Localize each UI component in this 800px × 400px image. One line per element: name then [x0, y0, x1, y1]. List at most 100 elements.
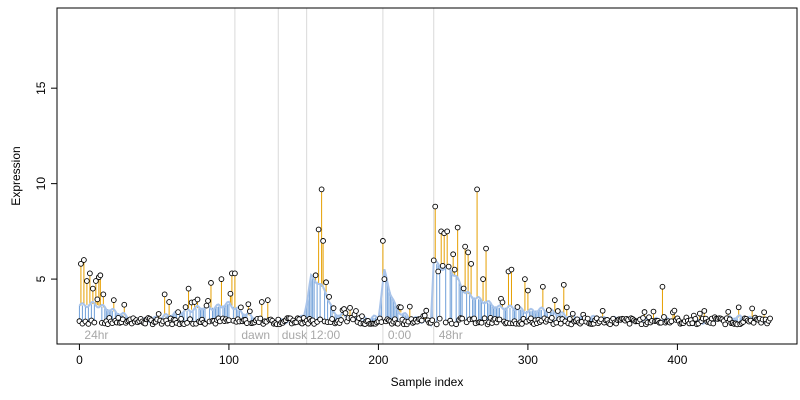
data-point [264, 297, 271, 303]
data-point [203, 302, 210, 309]
data-point [161, 291, 168, 298]
data-point [454, 224, 461, 231]
y-tick-label: 15 [34, 81, 48, 95]
data-point [326, 293, 332, 300]
data-point [499, 299, 506, 306]
data-point [641, 309, 648, 315]
data-point [205, 298, 211, 304]
data-point [710, 320, 717, 327]
data-point [661, 314, 667, 320]
data-point [483, 245, 489, 252]
data-point [480, 276, 486, 282]
data-point [320, 238, 326, 244]
data-point [545, 307, 552, 313]
data-point [640, 315, 646, 321]
deviation-bars [78, 189, 765, 325]
data-point [750, 319, 757, 326]
data-point [246, 308, 253, 315]
data-point [182, 304, 189, 310]
data-point [481, 315, 488, 322]
data-point [696, 310, 703, 317]
data-point [671, 307, 678, 314]
data-point [330, 305, 337, 312]
data-point [557, 320, 564, 327]
y-tick-label: 10 [34, 177, 48, 191]
data-point [97, 272, 104, 279]
y-axis-title: Expression [9, 146, 23, 205]
data-point [448, 320, 455, 327]
data-point [78, 260, 84, 267]
region-label-0: 24hr [84, 328, 108, 342]
data-point [166, 299, 172, 305]
data-point [202, 321, 208, 327]
data-point [397, 304, 404, 311]
data-point [93, 278, 99, 284]
data-point [439, 263, 446, 269]
data-point [471, 315, 477, 322]
data-point [429, 317, 436, 324]
data-point [338, 317, 344, 323]
data-point [187, 316, 193, 322]
data-point [450, 251, 457, 258]
data-point [423, 307, 430, 314]
x-tick-label: 200 [368, 353, 388, 367]
x-tick-label: 0 [76, 353, 83, 367]
x-axis: 0 100 200 300 400 [76, 343, 688, 367]
data-point [453, 321, 460, 328]
data-point [560, 281, 567, 288]
data-point [584, 315, 591, 322]
data-point [84, 278, 90, 284]
data-point [468, 260, 474, 267]
data-point [238, 304, 244, 311]
data-point [208, 280, 214, 286]
data-point [725, 308, 732, 315]
data-point [258, 299, 265, 305]
data-point [626, 320, 633, 327]
data-point [245, 301, 252, 308]
data-point [91, 319, 98, 326]
data-points [76, 186, 773, 328]
data-point [551, 297, 558, 303]
data-point [566, 316, 573, 322]
data-point [646, 314, 652, 321]
data-point [329, 316, 335, 322]
data-point [155, 311, 162, 317]
data-point [478, 319, 485, 326]
data-point [257, 315, 264, 322]
data-point [394, 320, 401, 327]
data-point [540, 283, 546, 290]
data-point [347, 304, 353, 311]
data-point [735, 304, 742, 311]
plot-frame [56, 7, 798, 345]
region-label-1: dawn [241, 328, 270, 342]
data-point [119, 316, 126, 323]
data-point [421, 312, 428, 319]
data-point [110, 297, 117, 303]
x-axis-title: Sample index [391, 375, 464, 389]
data-point [227, 290, 234, 297]
data-point [508, 266, 515, 273]
data-point [451, 266, 458, 273]
data-point [433, 321, 440, 328]
y-tick-label: 5 [34, 275, 48, 282]
data-point [525, 287, 531, 294]
data-point [121, 301, 128, 308]
data-point [381, 276, 388, 282]
data-point [359, 313, 365, 320]
data-point [444, 228, 451, 235]
data-point [232, 270, 238, 277]
data-point [563, 304, 570, 311]
data-point [761, 309, 767, 316]
data-point [522, 276, 528, 282]
data-point [184, 320, 190, 326]
data-point [722, 321, 729, 328]
data-point [692, 316, 699, 322]
data-point [554, 308, 561, 314]
data-point [317, 316, 323, 323]
data-point [350, 316, 356, 323]
data-point [767, 315, 773, 322]
data-point [569, 310, 576, 317]
data-point [90, 285, 96, 292]
data-point [406, 303, 413, 310]
x-tick-label: 300 [518, 353, 538, 367]
